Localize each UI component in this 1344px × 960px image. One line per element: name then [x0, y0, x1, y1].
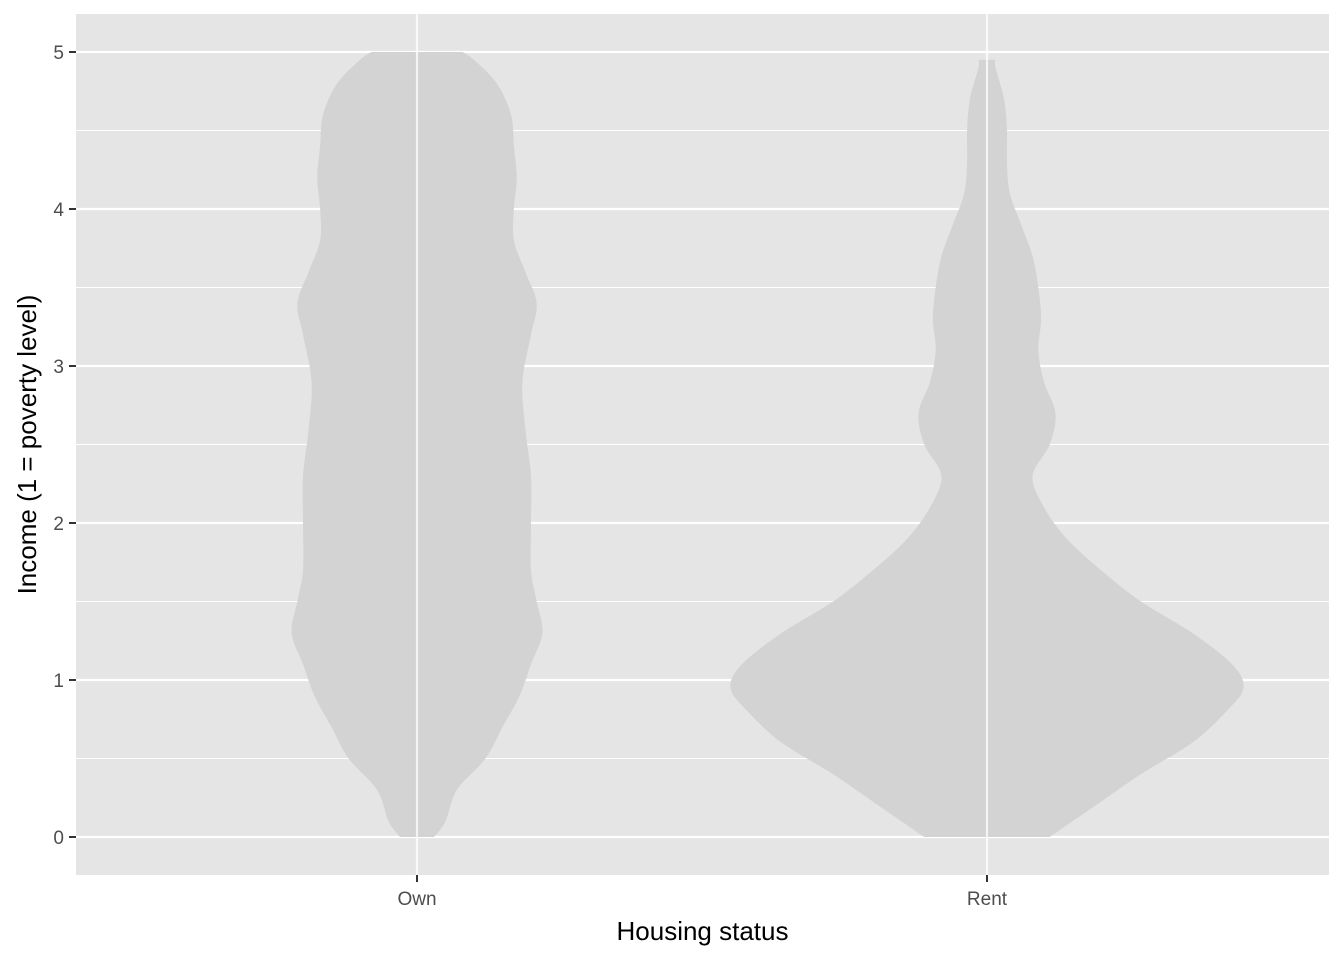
y-tick-label: 4 — [53, 200, 64, 221]
y-tick-label: 5 — [53, 43, 64, 64]
x-axis: Own Rent — [397, 875, 1008, 910]
x-tick-label-own: Own — [397, 889, 436, 910]
y-tick-label: 0 — [53, 828, 64, 849]
y-tick-label: 1 — [53, 671, 64, 692]
y-tick-label: 2 — [53, 514, 64, 535]
x-gridlines — [415, 14, 989, 875]
y-axis-title: Income (1 = poverty level) — [12, 295, 42, 595]
y-tick-label: 3 — [53, 357, 64, 378]
x-tick-label-rent: Rent — [967, 889, 1008, 910]
x-axis-title: Housing status — [617, 916, 789, 946]
y-axis: 0 1 2 3 4 5 — [53, 43, 76, 849]
